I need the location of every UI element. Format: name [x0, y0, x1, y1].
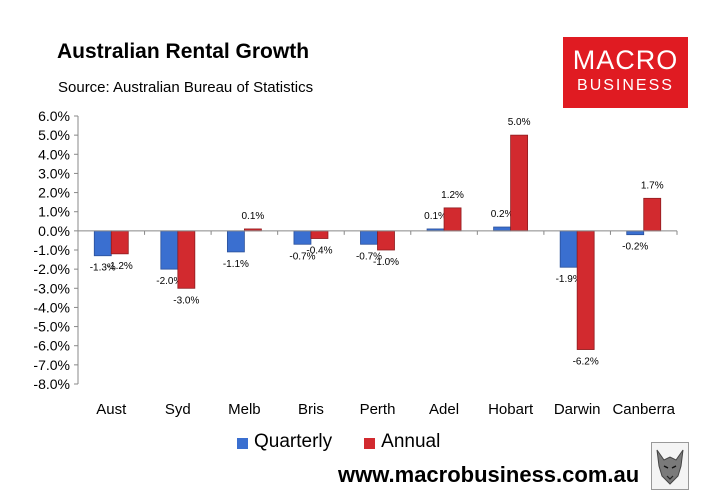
logo-line-2: BUSINESS: [577, 77, 674, 94]
logo-line-1: MACRO: [572, 45, 679, 75]
y-tick-label: 3.0%: [38, 165, 70, 181]
data-label-annual-perth: -1.0%: [373, 257, 399, 268]
chart-title: Australian Rental Growth: [57, 40, 310, 63]
chart-source: Source: Australian Bureau of Statistics: [58, 79, 314, 96]
bar-quarterly-aust: [93, 230, 112, 257]
data-label-annual-adel: 1.2%: [441, 190, 464, 201]
x-category-label: Hobart: [488, 401, 534, 418]
y-tick-label: 2.0%: [38, 185, 70, 201]
x-category-label: Syd: [165, 401, 191, 418]
x-category-label: Perth: [360, 401, 396, 418]
y-tick-label: -6.0%: [33, 338, 70, 354]
x-category-label: Melb: [228, 401, 261, 418]
data-label-quarterly-canberra: -0.2%: [622, 242, 648, 253]
bar-annual-bris: [310, 230, 329, 239]
macrobusiness-logo: MACRO BUSINESS: [563, 37, 688, 108]
legend-swatch-quarterly: [237, 437, 248, 449]
data-label-annual-bris: -0.4%: [306, 246, 332, 257]
bar-annual-darwin: [576, 230, 595, 350]
y-tick-label: -4.0%: [33, 299, 70, 315]
y-tick-label: 0.0%: [38, 223, 70, 239]
y-tick-label: -1.0%: [33, 242, 70, 258]
bar-quarterly-syd: [160, 230, 179, 270]
x-category-label: Darwin: [554, 401, 601, 418]
bar-quarterly-perth: [360, 230, 378, 245]
bar-annual-hobart: [510, 134, 529, 232]
data-label-quarterly-perth: -0.7%: [356, 251, 382, 262]
y-tick-label: -3.0%: [33, 280, 70, 296]
legend-label-annual: Annual: [381, 431, 441, 452]
legend-item-quarterly: Quarterly: [237, 431, 332, 453]
y-tick-label: 6.0%: [38, 108, 70, 124]
y-tick-label: -2.0%: [33, 261, 70, 277]
legend-swatch-annual: [364, 437, 376, 449]
footer-url: www.macrobusiness.com.au: [338, 462, 640, 487]
y-tick-label: -7.0%: [33, 357, 70, 373]
bar-quarterly-darwin: [559, 230, 578, 268]
legend-item-annual: Annual: [364, 431, 440, 453]
data-label-quarterly-melb: -1.1%: [223, 259, 249, 270]
wolf-icon: [651, 442, 689, 490]
data-label-quarterly-bris: -0.7%: [289, 251, 315, 262]
bar-annual-perth: [377, 230, 395, 251]
bar-annual-canberra: [643, 197, 662, 232]
data-label-quarterly-aust: -1.3%: [90, 263, 116, 274]
y-tick-label: 5.0%: [38, 127, 70, 143]
data-label-annual-aust: -1.2%: [107, 261, 133, 272]
data-label-quarterly-syd: -2.0%: [156, 276, 182, 287]
data-label-annual-darwin: -6.2%: [573, 357, 599, 368]
x-category-label: Bris: [298, 401, 324, 418]
bar-quarterly-melb: [226, 230, 245, 253]
data-label-annual-syd: -3.0%: [173, 295, 199, 306]
x-category-label: Canberra: [612, 401, 675, 418]
bar-annual-aust: [110, 230, 129, 255]
data-label-quarterly-hobart: 0.2%: [491, 209, 514, 220]
y-tick-label: 4.0%: [38, 146, 70, 162]
data-label-annual-melb: 0.1%: [241, 211, 264, 222]
x-category-label: Adel: [429, 401, 459, 418]
data-label-annual-canberra: 1.7%: [641, 180, 664, 191]
legend-label-quarterly: Quarterly: [254, 431, 333, 452]
y-tick-label: -5.0%: [33, 319, 70, 335]
bar-quarterly-canberra: [626, 230, 645, 236]
y-tick-label: -8.0%: [33, 376, 70, 392]
chart-legend: Quarterly Annual: [237, 431, 472, 453]
bar-quarterly-hobart: [493, 226, 512, 232]
data-label-quarterly-adel: 0.1%: [424, 211, 447, 222]
bar-quarterly-bris: [293, 230, 312, 245]
y-tick-label: 1.0%: [38, 204, 70, 220]
data-label-quarterly-darwin: -1.9%: [556, 274, 582, 285]
data-label-annual-hobart: 5.0%: [508, 117, 531, 128]
x-category-label: Aust: [96, 401, 127, 418]
bar-annual-adel: [443, 207, 462, 232]
bar-annual-syd: [177, 230, 196, 289]
